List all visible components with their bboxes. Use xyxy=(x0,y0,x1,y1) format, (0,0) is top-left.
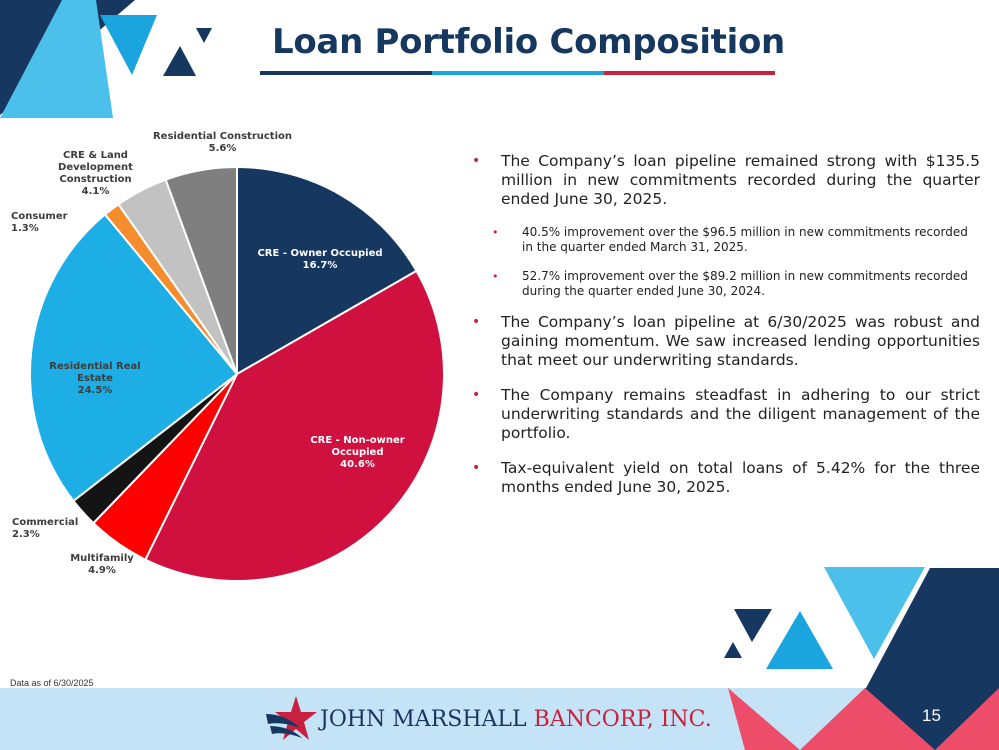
brand-name-part1: JOHN MARSHALL xyxy=(320,707,527,732)
bullet-item: The Company’s loan pipeline remained str… xyxy=(470,152,980,209)
corner-triangle-bottom-blue xyxy=(766,611,833,669)
corner-triangle-blue xyxy=(100,15,157,75)
pie-slice-7 xyxy=(164,165,238,375)
title-underline-red xyxy=(604,71,775,75)
bancorp-star-logo-icon xyxy=(266,696,317,740)
page-title: Loan Portfolio Composition xyxy=(272,22,785,62)
label-commercial: Commercial 2.3% xyxy=(12,517,79,540)
bullet-item: Tax-equivalent yield on total loans of 5… xyxy=(470,459,980,497)
footer-light-triangle xyxy=(728,688,865,750)
loan-portfolio-pie-chart xyxy=(29,165,445,582)
pie-slice-0 xyxy=(236,165,418,376)
corner-triangle-bottom-dark xyxy=(865,568,999,690)
label-cre-land-development: CRE & Land Development Construction 4.1% xyxy=(58,150,133,197)
label-multifamily: Multifamily 4.9% xyxy=(70,553,134,576)
bullet-item: The Company’s loan pipeline at 6/30/2025… xyxy=(470,313,980,370)
pie-slice-4 xyxy=(29,213,239,503)
footer-dark-triangle xyxy=(865,688,999,750)
title-underline-navy xyxy=(260,71,432,75)
corner-triangle-bottom-tiny xyxy=(724,642,742,658)
corner-triangle-bottom-small xyxy=(734,609,772,642)
brand-name-part2: BANCORP, INC. xyxy=(533,707,712,732)
brand-wordmark: JOHN MARSHALL BANCORP, INC. xyxy=(320,707,712,733)
label-cre-non-owner-occupied: CRE - Non-owner Occupied 40.6% xyxy=(310,435,405,470)
sub-bullet-item: 52.7% improvement over the $89.2 million… xyxy=(492,269,980,299)
title-underline-blue xyxy=(432,71,604,75)
label-cre-owner-occupied: CRE - Owner Occupied 16.7% xyxy=(257,248,383,271)
corner-triangle-light xyxy=(0,0,113,118)
label-residential-real-estate: Residential Real Estate 24.5% xyxy=(49,361,141,396)
bullet-item: The Company remains steadfast in adherin… xyxy=(470,386,980,443)
page-number: 15 xyxy=(922,706,941,725)
bullet-list: The Company’s loan pipeline remained str… xyxy=(470,152,980,513)
label-residential-construction: Residential Construction 5.6% xyxy=(152,131,293,154)
corner-triangle-tiny xyxy=(196,28,212,43)
corner-triangle-small-dark xyxy=(163,46,196,76)
pie-slice-1 xyxy=(144,269,445,582)
sub-bullet-item: 40.5% improvement over the $96.5 million… xyxy=(492,225,980,255)
label-consumer: Consumer 1.3% xyxy=(11,211,68,234)
corner-triangle-bottom-light xyxy=(824,567,925,659)
data-date-note: Data as of 6/30/2025 xyxy=(10,678,94,688)
